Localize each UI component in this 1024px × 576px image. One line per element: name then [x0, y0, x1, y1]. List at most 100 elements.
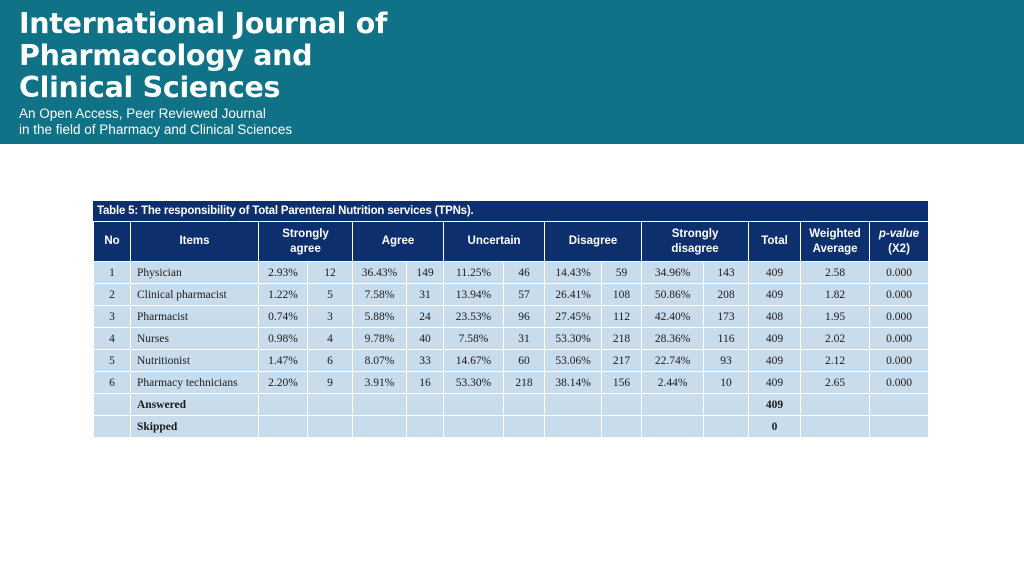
cell-p-value: 0.000 — [869, 283, 930, 306]
cell-agree-n: 149 — [406, 261, 445, 284]
cell-uncertain-pct: 53.30% — [443, 371, 505, 394]
cell-strongly-agree-n: 9 — [306, 371, 354, 394]
cell-strongly-agree-n: 4 — [306, 327, 354, 350]
cell-agree-pct: 5.88% — [352, 305, 408, 328]
summary-row-answered: Answered 409 — [93, 393, 930, 416]
cell-strongly-disagree-n: 116 — [703, 327, 750, 350]
cell-total: 408 — [748, 305, 802, 328]
cell-agree-n: 31 — [406, 283, 445, 306]
cell-strongly-disagree-pct: 50.86% — [641, 283, 705, 306]
cell-strongly-agree-pct: 1.22% — [258, 283, 308, 306]
cell-no: 4 — [93, 327, 131, 350]
cell-weighted-average: 2.58 — [800, 261, 871, 284]
cell-agree-n: 40 — [406, 327, 445, 350]
summary-total: 0 — [748, 415, 802, 438]
cell-agree-n: 16 — [406, 371, 445, 394]
cell-strongly-agree-n: 6 — [306, 349, 354, 372]
cell-item: Nurses — [130, 327, 259, 350]
summary-total: 409 — [748, 393, 802, 416]
cell-strongly-disagree-n: 143 — [703, 261, 750, 284]
cell-disagree-pct: 14.43% — [544, 261, 603, 284]
cell-agree-pct: 8.07% — [352, 349, 408, 372]
cell-strongly-disagree-pct: 34.96% — [641, 261, 705, 284]
cell-disagree-pct: 38.14% — [544, 371, 603, 394]
cell-strongly-agree-n: 3 — [306, 305, 354, 328]
header-total: Total — [748, 221, 802, 262]
cell-agree-pct: 3.91% — [352, 371, 408, 394]
header-p-value: p-value (X2) — [869, 221, 930, 262]
cell-disagree-n: 156 — [601, 371, 643, 394]
cell-item: Pharmacist — [130, 305, 259, 328]
cell-strongly-disagree-n: 173 — [703, 305, 750, 328]
cell-agree-pct: 7.58% — [352, 283, 408, 306]
cell-no: 6 — [93, 371, 131, 394]
table-row: 4 Nurses 0.98% 4 9.78% 40 7.58% 31 53.30… — [93, 327, 930, 350]
cell-p-value: 0.000 — [869, 261, 930, 284]
journal-subtitle-line: in the field of Pharmacy and Clinical Sc… — [19, 122, 293, 137]
cell-no: 5 — [93, 349, 131, 372]
table-row: 6 Pharmacy technicians 2.20% 9 3.91% 16 … — [93, 371, 930, 394]
cell-agree-n: 33 — [406, 349, 445, 372]
cell-disagree-pct: 27.45% — [544, 305, 603, 328]
cell-disagree-pct: 26.41% — [544, 283, 603, 306]
cell-agree-pct: 36.43% — [352, 261, 408, 284]
cell-strongly-agree-n: 5 — [306, 283, 354, 306]
table-row: 3 Pharmacist 0.74% 3 5.88% 24 23.53% 96 … — [93, 305, 930, 328]
cell-uncertain-pct: 14.67% — [443, 349, 505, 372]
journal-title: International Journal of Pharmacology an… — [19, 8, 539, 104]
cell-strongly-disagree-n: 208 — [703, 283, 750, 306]
cell-total: 409 — [748, 327, 802, 350]
cell-uncertain-pct: 23.53% — [443, 305, 505, 328]
cell-uncertain-pct: 13.94% — [443, 283, 505, 306]
header-strongly-disagree: Strongly disagree — [641, 221, 750, 262]
cell-p-value: 0.000 — [869, 349, 930, 372]
cell-weighted-average: 1.82 — [800, 283, 871, 306]
cell-no: 3 — [93, 305, 131, 328]
journal-subtitle-line: An Open Access, Peer Reviewed Journal — [19, 106, 266, 121]
summary-label: Skipped — [130, 415, 259, 438]
cell-disagree-pct: 53.06% — [544, 349, 603, 372]
table-row: 2 Clinical pharmacist 1.22% 5 7.58% 31 1… — [93, 283, 930, 306]
summary-row-skipped: Skipped 0 — [93, 415, 930, 438]
cell-strongly-disagree-pct: 42.40% — [641, 305, 705, 328]
header-disagree: Disagree — [544, 221, 643, 262]
cell-uncertain-pct: 7.58% — [443, 327, 505, 350]
header-weighted-average: Weighted Average — [800, 221, 871, 262]
summary-label: Answered — [130, 393, 259, 416]
cell-strongly-agree-n: 12 — [306, 261, 354, 284]
cell-p-value: 0.000 — [869, 371, 930, 394]
table-row: 5 Nutritionist 1.47% 6 8.07% 33 14.67% 6… — [93, 349, 930, 372]
header-uncertain: Uncertain — [443, 221, 546, 262]
table-row: 1 Physician 2.93% 12 36.43% 149 11.25% 4… — [93, 261, 930, 284]
cell-no: 2 — [93, 283, 131, 306]
cell-strongly-disagree-pct: 2.44% — [641, 371, 705, 394]
cell-uncertain-n: 46 — [503, 261, 546, 284]
cell-weighted-average: 2.65 — [800, 371, 871, 394]
cell-total: 409 — [748, 371, 802, 394]
cell-strongly-agree-pct: 0.98% — [258, 327, 308, 350]
cell-uncertain-n: 96 — [503, 305, 546, 328]
cell-uncertain-n: 218 — [503, 371, 546, 394]
table-header-row: No Items Strongly agree Agree Uncertain D… — [93, 221, 930, 262]
cell-disagree-n: 218 — [601, 327, 643, 350]
cell-disagree-n: 112 — [601, 305, 643, 328]
cell-item: Physician — [130, 261, 259, 284]
cell-disagree-n: 217 — [601, 349, 643, 372]
cell-strongly-agree-pct: 2.93% — [258, 261, 308, 284]
journal-title-line: International Journal of — [19, 7, 388, 40]
cell-p-value: 0.000 — [869, 327, 930, 350]
results-table-container: Table 5: The responsibility of Total Par… — [93, 201, 930, 438]
cell-uncertain-n: 57 — [503, 283, 546, 306]
cell-weighted-average: 2.12 — [800, 349, 871, 372]
cell-strongly-agree-pct: 0.74% — [258, 305, 308, 328]
table-caption: Table 5: The responsibility of Total Par… — [93, 201, 928, 221]
cell-disagree-n: 59 — [601, 261, 643, 284]
cell-item: Pharmacy technicians — [130, 371, 259, 394]
cell-uncertain-n: 31 — [503, 327, 546, 350]
results-table: No Items Strongly agree Agree Uncertain D… — [93, 221, 930, 438]
cell-agree-pct: 9.78% — [352, 327, 408, 350]
cell-strongly-disagree-pct: 28.36% — [641, 327, 705, 350]
cell-total: 409 — [748, 261, 802, 284]
cell-strongly-agree-pct: 1.47% — [258, 349, 308, 372]
cell-uncertain-n: 60 — [503, 349, 546, 372]
